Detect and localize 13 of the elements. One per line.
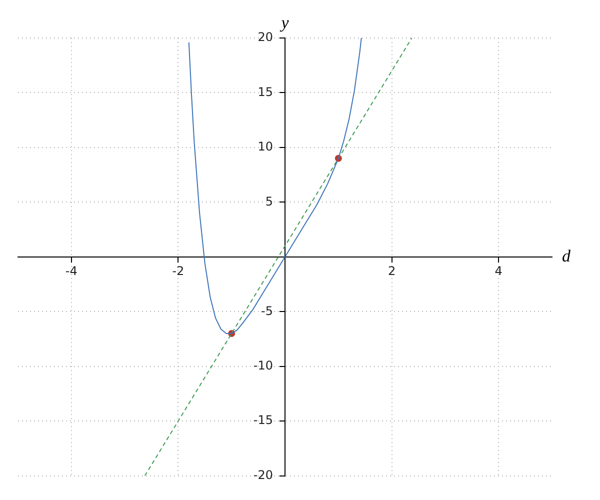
x-tick-label: 2 <box>388 264 396 278</box>
y-tick-label: -10 <box>253 358 285 372</box>
y-tick-label: 10 <box>258 140 285 154</box>
y-axis-title: y <box>279 12 290 32</box>
y-tick-label: -20 <box>253 468 285 482</box>
x-tick-label: -2 <box>172 264 184 278</box>
x-tick-label: 4 <box>494 264 502 278</box>
y-tick-label: -5 <box>261 304 285 318</box>
y-tick-label: 5 <box>265 194 285 208</box>
y-tick-label: -15 <box>253 413 285 428</box>
y-tick-label: 15 <box>258 84 285 99</box>
x-axis-title: d <box>562 246 571 266</box>
x-tick-label: -4 <box>65 264 78 278</box>
